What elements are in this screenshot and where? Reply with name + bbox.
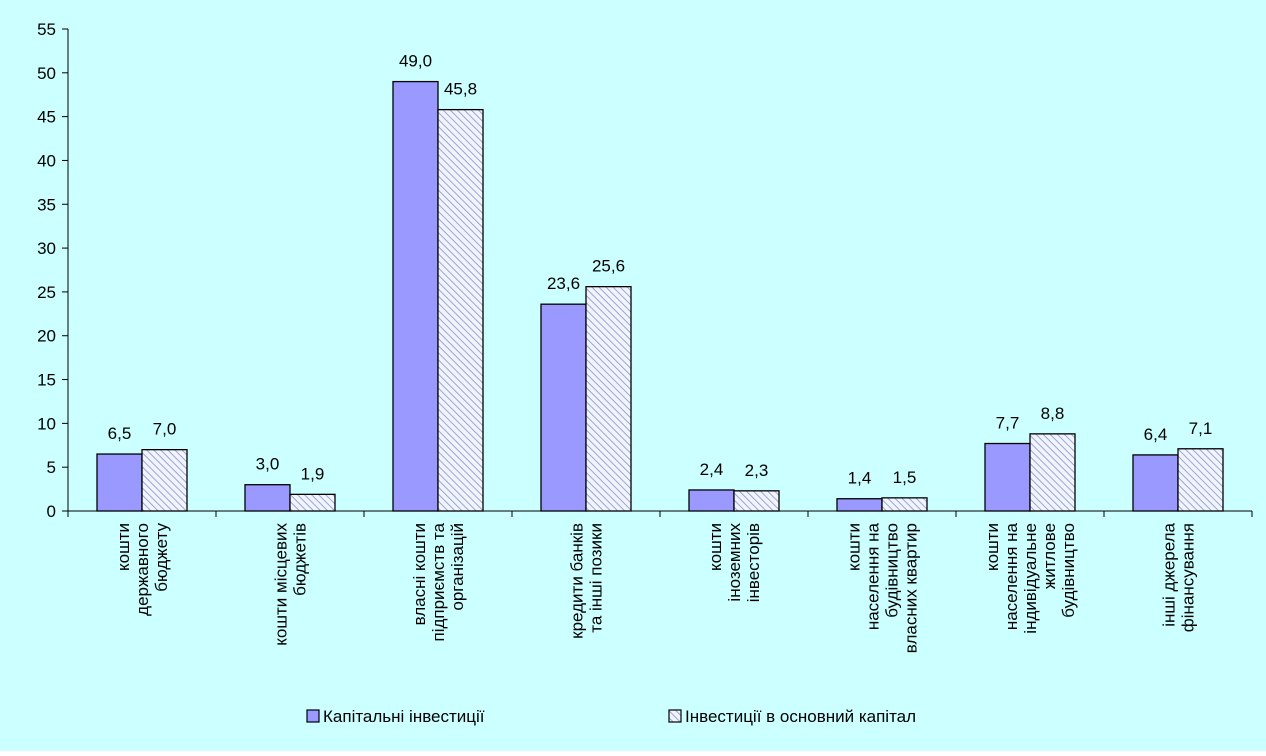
x-tick-label-4: коштиіноземнихінвесторів [706, 523, 763, 603]
y-tick-label: 50 [37, 64, 56, 83]
x-tick-label-line: кошти [706, 523, 725, 571]
data-label: 23,6 [547, 274, 580, 293]
x-tick-label-7: інші джерелафінансування [1160, 522, 1198, 632]
x-tick-label-1: кошти місцевихбюджетів [272, 523, 310, 646]
data-label: 6,4 [1144, 425, 1168, 444]
legend: Капітальні інвестиції Інвестиції в основн… [306, 707, 916, 726]
y-tick-label: 10 [37, 414, 56, 433]
y-tick-label: 45 [37, 108, 56, 127]
bar-fixed-3 [585, 286, 632, 512]
x-tick-label-3: кредити банківта інші позики [568, 523, 606, 639]
data-label: 6,5 [108, 424, 132, 443]
data-label: 1,9 [301, 464, 325, 483]
x-tick-label-5: коштинаселення набудівництвовласних квар… [845, 522, 921, 653]
x-tick-label-line: кошти [983, 523, 1002, 571]
x-tick-label-line: індивідуальне [1021, 523, 1040, 634]
data-label: 2,4 [700, 460, 724, 479]
x-tick-label-line: населення на [864, 522, 883, 630]
y-tick-label: 35 [37, 195, 56, 214]
y-tick-label: 30 [37, 239, 56, 258]
bar-fixed-2 [437, 108, 484, 512]
y-tick-label: 25 [37, 283, 56, 302]
bar-capital-4 [688, 489, 735, 512]
data-label: 3,0 [256, 455, 280, 474]
x-tick-label-line: бюджетів [291, 523, 310, 596]
legend-swatch-0 [306, 709, 320, 723]
bar-fixed-0 [141, 449, 188, 512]
x-tick-label-line: фінансування [1179, 523, 1198, 632]
bar-fixed-6 [1029, 433, 1076, 512]
x-tick-label-line: власних квартир [902, 523, 921, 653]
data-label: 1,4 [848, 469, 872, 488]
data-label: 2,3 [745, 461, 769, 480]
data-label: 49,0 [399, 52, 432, 71]
x-tick-label-6: коштинаселення наіндивідуальнежитловебуд… [983, 522, 1078, 633]
bar-capital-3 [540, 303, 587, 512]
legend-swatch-1 [668, 709, 682, 723]
bar-capital-1 [244, 484, 291, 512]
data-label: 45,8 [444, 80, 477, 99]
x-tick-label-line: житлове [1040, 523, 1059, 589]
x-tick-label-line: та інші позики [587, 523, 606, 633]
x-tick-label-line: кошти [114, 523, 133, 571]
legend-label-0: Капітальні інвестиції [323, 707, 485, 726]
y-tick-label: 20 [37, 327, 56, 346]
x-tick-label-line: іноземних [725, 523, 744, 602]
y-tick-label: 15 [37, 371, 56, 390]
y-tick-label: 55 [37, 20, 56, 39]
bar-capital-7 [1132, 454, 1179, 512]
y-tick-label: 5 [47, 458, 56, 477]
data-label: 7,7 [996, 414, 1020, 433]
x-tick-label-line: кошти [845, 523, 864, 571]
x-tick-label-line: підприємств та [429, 522, 448, 641]
legend-label-1: Інвестиції в основний капітал [685, 707, 916, 726]
x-tick-label-line: бюджету [152, 523, 171, 592]
x-tick-label-line: будівництво [1059, 523, 1078, 618]
bar-capital-0 [96, 453, 143, 512]
x-tick-label-line: кредити банків [568, 523, 587, 639]
data-label: 25,6 [592, 257, 625, 276]
data-label: 7,0 [153, 420, 177, 439]
data-label: 8,8 [1041, 404, 1065, 423]
x-tick-label-0: коштидержавногобюджету [114, 523, 171, 616]
bar-capital-5 [836, 498, 883, 512]
x-tick-label-2: власні коштипідприємств таорганізацій [410, 522, 467, 641]
x-tick-label-line: кошти місцевих [272, 523, 291, 646]
bar-capital-2 [392, 80, 439, 512]
bar-fixed-4 [733, 490, 780, 512]
x-tick-label-line: інші джерела [1160, 522, 1179, 626]
data-label: 7,1 [1189, 419, 1213, 438]
y-tick-label: 40 [37, 151, 56, 170]
data-label: 1,5 [893, 468, 917, 487]
x-tick-label-line: будівництво [883, 523, 902, 618]
x-tick-label-line: населення на [1002, 522, 1021, 630]
bar-capital-6 [984, 442, 1031, 512]
x-tick-label-line: інвесторів [744, 523, 763, 602]
bar-fixed-1 [289, 493, 336, 512]
y-tick-label: 0 [47, 502, 56, 521]
bar-fixed-7 [1177, 448, 1224, 512]
x-tick-label-line: власні кошти [410, 523, 429, 625]
x-tick-label-line: державного [133, 523, 152, 616]
x-tick-label-line: організацій [448, 523, 467, 611]
bar-fixed-5 [881, 497, 928, 512]
